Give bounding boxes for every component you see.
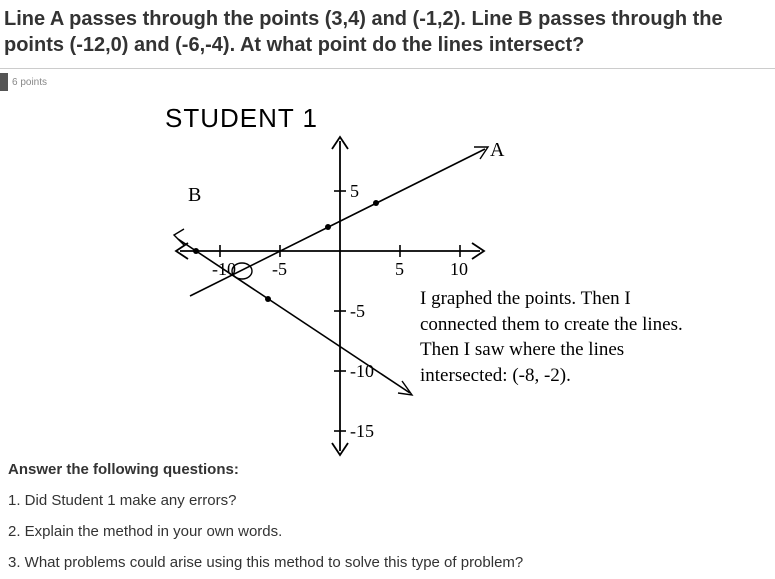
- ytick-5: 5: [350, 181, 359, 201]
- point-b2: [265, 296, 271, 302]
- questions-block: Answer the following questions: 1. Did S…: [0, 461, 775, 571]
- question-1: 1. Did Student 1 make any errors?: [8, 492, 767, 509]
- points-marker: [0, 73, 8, 91]
- points-label: 6 points: [12, 77, 47, 88]
- points-bar: 6 points: [0, 73, 775, 91]
- point-a1: [373, 200, 379, 206]
- point-b1: [193, 248, 199, 254]
- ytick-neg10: -10: [350, 361, 374, 381]
- question-3: 3. What problems could arise using this …: [8, 554, 767, 571]
- xtick-neg5: -5: [272, 259, 287, 279]
- problem-statement: Line A passes through the points (3,4) a…: [0, 0, 775, 69]
- question-2: 2. Explain the method in your own words.: [8, 523, 767, 540]
- xtick-5: 5: [395, 259, 404, 279]
- student-work-area: STUDENT 1 -10 -5 5 10 5 -5 -10 -15 A: [0, 91, 775, 461]
- line-b-label: B: [188, 184, 201, 206]
- questions-heading: Answer the following questions:: [8, 461, 767, 478]
- line-b: [178, 239, 410, 393]
- ytick-neg15: -15: [350, 421, 374, 441]
- student-title: STUDENT 1: [165, 103, 318, 134]
- student-explanation: I graphed the points. Then I connected t…: [420, 286, 700, 389]
- line-a: [190, 149, 485, 296]
- point-a2: [325, 224, 331, 230]
- line-a-label: A: [490, 139, 505, 161]
- ytick-neg5: -5: [350, 301, 365, 321]
- xtick-10: 10: [450, 259, 468, 279]
